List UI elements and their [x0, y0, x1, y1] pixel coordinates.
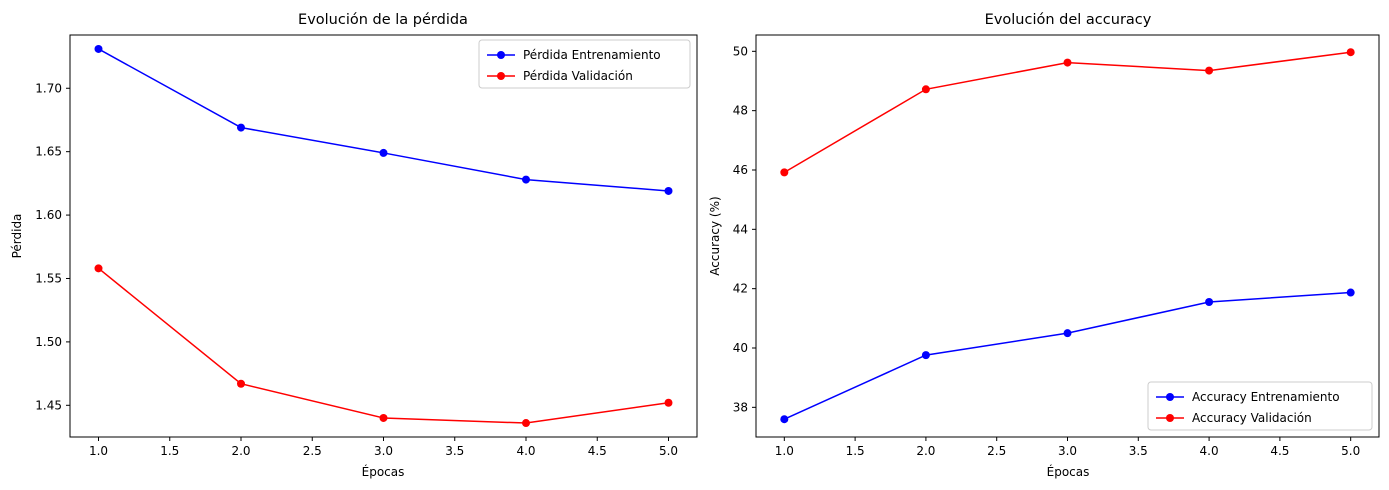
loss-chart-x-ticks: 1.0 1.5 2.0 2.5 3.0 3.5 4.0 4.5 5.0	[89, 437, 678, 458]
loss-chart-y-tick-label: 1.50	[35, 335, 62, 349]
accuracy-chart-series-0-point	[1063, 329, 1072, 338]
accuracy-chart-legend-label: Accuracy Validación	[1192, 411, 1312, 425]
loss-chart-title: Evolución de la pérdida	[298, 12, 468, 28]
accuracy-chart-y-tick-label: 38	[733, 400, 748, 414]
loss-chart-legend-label: Pérdida Entrenamiento	[523, 48, 661, 62]
loss-chart-frame	[69, 34, 698, 438]
accuracy-chart-legend-label: Accuracy Entrenamiento	[1192, 390, 1340, 404]
accuracy-chart-y-tick-label: 42	[733, 282, 748, 296]
accuracy-chart-legend-swatch-marker	[1166, 393, 1174, 401]
accuracy-chart-x-tick-label: 4.0	[1200, 444, 1219, 458]
accuracy-chart-title: Evolución del accuracy	[985, 12, 1152, 28]
loss-chart-series-1-point	[94, 264, 103, 273]
accuracy-chart-series-0-point	[1346, 288, 1355, 297]
loss-chart-x-tick-label: 2.0	[231, 444, 250, 458]
loss-chart: Evolución de la pérdida 1.0 1.5 2.0 2.5 3.0 3…	[10, 12, 698, 479]
accuracy-chart-y-tick-label: 50	[733, 44, 748, 58]
loss-chart-x-tick-label: 3.5	[445, 444, 464, 458]
accuracy-chart-x-tick-label: 5.0	[1341, 444, 1360, 458]
loss-chart-y-ticks: 1.45 1.50 1.55 1.60 1.65 1.70	[35, 81, 70, 412]
loss-chart-series-1-point	[237, 379, 245, 388]
loss-chart-legend-label: Pérdida Validación	[523, 69, 633, 83]
loss-chart-legend-box	[478, 39, 691, 89]
accuracy-chart-series-0-point	[921, 351, 930, 360]
loss-chart-series-1-point	[664, 398, 673, 407]
accuracy-chart-y-ticks: 38 40 42 44 46 48 50	[733, 44, 756, 414]
loss-chart-series-0-point	[237, 123, 245, 132]
accuracy-chart-series-1-point	[921, 85, 930, 94]
accuracy-chart-legend-swatch-marker	[1166, 414, 1174, 422]
accuracy-chart-x-ticks: 1.0 1.5 2.0 2.5 3.0 3.5 4.0 4.5 5.0	[775, 437, 1360, 458]
accuracy-chart-marks	[780, 48, 1355, 424]
loss-chart-x-tick-label: 5.0	[659, 444, 678, 458]
loss-chart-legend-swatch-marker	[497, 72, 505, 80]
accuracy-chart-y-tick-label: 46	[733, 163, 748, 177]
accuracy-chart-series-0-point	[780, 415, 789, 424]
loss-chart-series-0-point	[94, 44, 103, 53]
loss-chart-series-1-point	[522, 419, 530, 428]
accuracy-chart-y-tick-label: 40	[733, 341, 748, 355]
accuracy-chart: Evolución del accuracy 1.0 1.5 2.0 2.5 3.0 3.…	[708, 12, 1380, 479]
loss-chart-x-tick-label: 4.0	[516, 444, 535, 458]
accuracy-chart-x-tick-label: 4.5	[1270, 444, 1289, 458]
accuracy-chart-series-0-point	[1205, 298, 1214, 307]
loss-chart-series-1-point	[379, 413, 388, 422]
loss-chart-legend-swatch-marker	[497, 51, 505, 59]
accuracy-chart-y-label: Accuracy (%)	[708, 196, 722, 275]
loss-chart-x-tick-label: 2.5	[303, 444, 322, 458]
loss-chart-series-0-point	[664, 186, 673, 195]
loss-chart-x-tick-label: 4.5	[588, 444, 607, 458]
loss-chart-x-label: Épocas	[362, 464, 405, 479]
loss-chart-y-label: Pérdida	[10, 214, 24, 259]
loss-chart-y-tick-label: 1.65	[35, 145, 62, 159]
accuracy-chart-x-tick-label: 2.0	[916, 444, 935, 458]
loss-chart-legend: Pérdida Entrenamiento Pérdida Validación	[478, 39, 691, 89]
loss-chart-y-tick-label: 1.70	[35, 81, 62, 95]
loss-chart-series-line-1	[98, 267, 669, 424]
loss-chart-series-0-point	[522, 175, 530, 184]
accuracy-chart-frame	[755, 34, 1380, 438]
loss-chart-marks	[94, 44, 673, 428]
accuracy-chart-series-1-point	[1346, 48, 1355, 57]
accuracy-chart-series-1-point	[780, 168, 789, 177]
loss-chart-x-tick-label: 3.0	[374, 444, 393, 458]
accuracy-chart-x-tick-label: 3.0	[1058, 444, 1077, 458]
accuracy-chart-y-tick-label: 44	[733, 222, 748, 236]
loss-chart-x-tick-label: 1.0	[89, 444, 108, 458]
accuracy-chart-legend: Accuracy Entrenamiento Accuracy Validació…	[1147, 381, 1373, 431]
accuracy-chart-series-1-point	[1205, 66, 1214, 75]
loss-chart-series-0-point	[379, 148, 388, 157]
accuracy-chart-y-tick-label: 48	[733, 104, 748, 118]
accuracy-chart-x-label: Épocas	[1047, 464, 1090, 479]
accuracy-chart-series-line-1	[783, 51, 1351, 174]
accuracy-chart-x-tick-label: 3.5	[1129, 444, 1148, 458]
accuracy-chart-series-1-point	[1063, 58, 1072, 67]
loss-chart-x-tick-label: 1.5	[160, 444, 179, 458]
accuracy-chart-legend-box	[1147, 381, 1373, 431]
accuracy-chart-x-tick-label: 1.0	[775, 444, 794, 458]
accuracy-chart-x-tick-label: 1.5	[846, 444, 865, 458]
loss-chart-y-tick-label: 1.55	[35, 271, 62, 285]
loss-chart-y-tick-label: 1.60	[35, 208, 62, 222]
accuracy-chart-x-tick-label: 2.5	[987, 444, 1006, 458]
loss-chart-y-tick-label: 1.45	[35, 398, 62, 412]
